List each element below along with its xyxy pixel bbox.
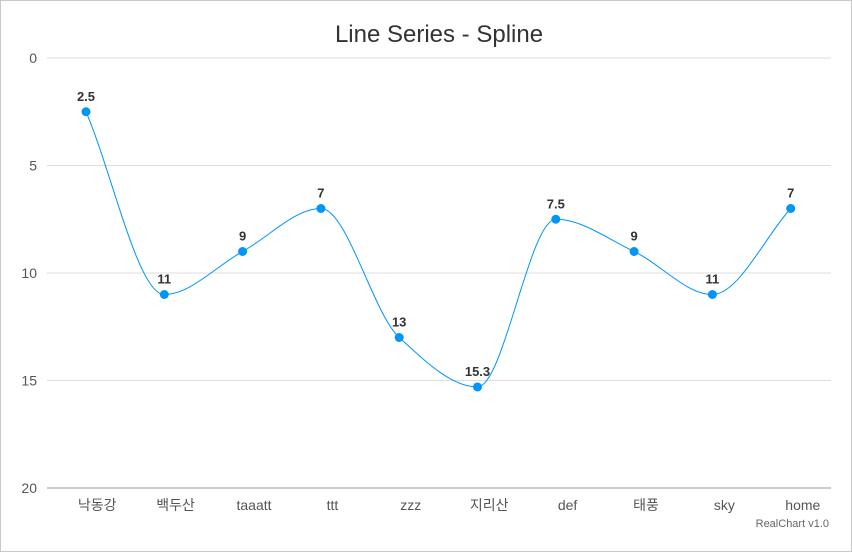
y-axis-ticks: 0 5 10 15 20 bbox=[21, 50, 37, 496]
series-line-path bbox=[85, 111, 792, 388]
data-point bbox=[786, 204, 796, 213]
x-tick-label: taaatt bbox=[236, 497, 271, 513]
data-point bbox=[238, 247, 248, 256]
data-label: 9 bbox=[239, 229, 246, 244]
data-label: 11 bbox=[157, 272, 171, 287]
x-tick-label: home bbox=[785, 497, 820, 513]
y-tick-label: 0 bbox=[29, 50, 37, 66]
data-point bbox=[707, 290, 717, 299]
chart-title: Line Series - Spline bbox=[335, 21, 543, 48]
x-tick-label: sky bbox=[714, 497, 735, 513]
data-label: 13 bbox=[392, 315, 406, 330]
x-tick-label: def bbox=[558, 497, 578, 513]
x-tick-label: 지리산 bbox=[470, 497, 509, 513]
data-point bbox=[473, 382, 482, 392]
x-tick-label: 태풍 bbox=[633, 497, 659, 513]
data-point bbox=[316, 204, 326, 213]
chart-credit: RealChart v1.0 bbox=[756, 518, 829, 530]
series-line bbox=[85, 111, 792, 388]
x-tick-label: zzz bbox=[400, 497, 421, 513]
x-tick-label: 낙동강 bbox=[78, 497, 117, 513]
series-points bbox=[81, 107, 796, 392]
data-point bbox=[159, 290, 169, 299]
data-label: 9 bbox=[630, 229, 637, 244]
data-point bbox=[394, 333, 404, 342]
y-tick-label: 15 bbox=[21, 373, 37, 389]
data-label: 2.5 bbox=[77, 89, 95, 104]
x-tick-label: ttt bbox=[327, 497, 339, 513]
x-tick-label: 백두산 bbox=[156, 497, 195, 513]
y-tick-label: 10 bbox=[21, 265, 37, 281]
data-label: 7 bbox=[787, 186, 794, 201]
data-point bbox=[81, 107, 91, 117]
grid-lines bbox=[47, 57, 831, 489]
y-tick-label: 5 bbox=[29, 158, 37, 174]
data-label: 11 bbox=[706, 272, 720, 287]
data-label: 7.5 bbox=[547, 196, 565, 211]
data-labels: 2.5 11 9 7 13 15.3 7.5 9 11 7 bbox=[77, 89, 794, 379]
x-axis-ticks: 낙동강 백두산 taaatt ttt zzz 지리산 def 태풍 sky home bbox=[78, 497, 821, 513]
data-label: 15.3 bbox=[465, 364, 490, 379]
y-tick-label: 20 bbox=[21, 480, 37, 496]
data-point bbox=[551, 214, 561, 224]
data-point bbox=[629, 247, 639, 256]
data-label: 7 bbox=[317, 186, 324, 201]
